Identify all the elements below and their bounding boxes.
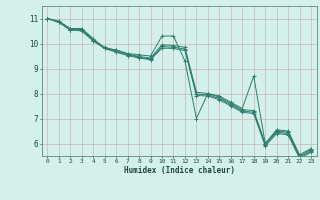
X-axis label: Humidex (Indice chaleur): Humidex (Indice chaleur) — [124, 166, 235, 175]
